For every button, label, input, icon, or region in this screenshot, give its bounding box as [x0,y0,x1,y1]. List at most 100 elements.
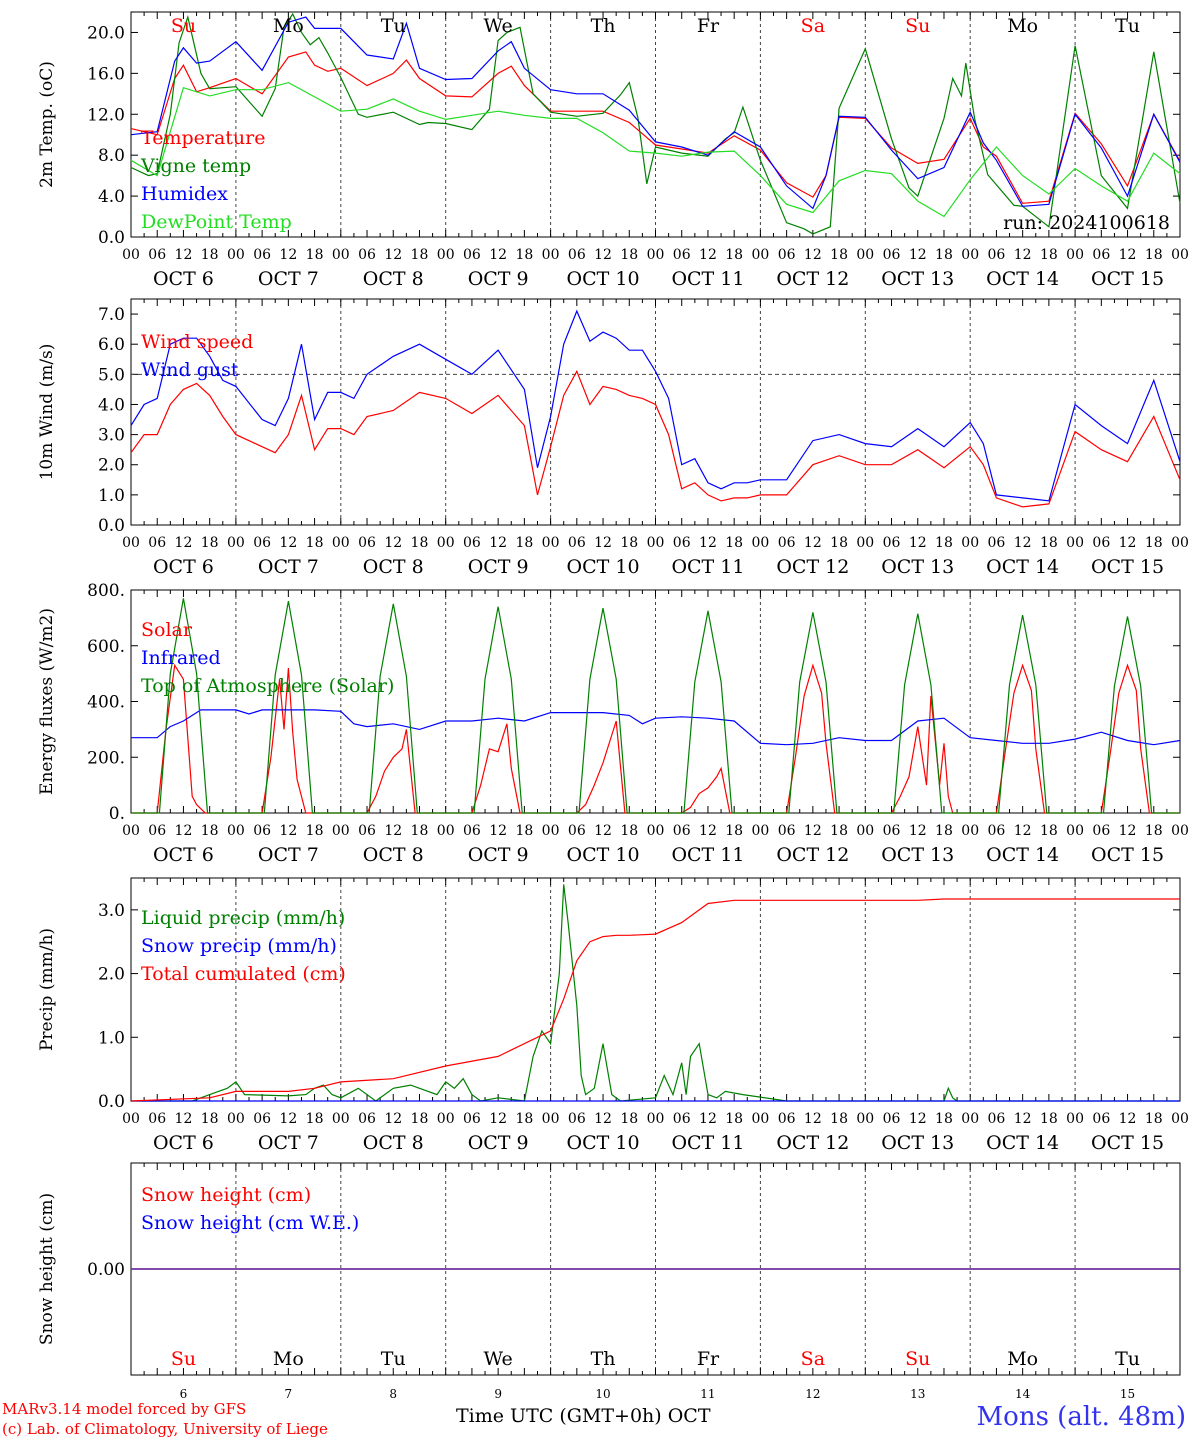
legend-entry: Snow height (cm) [141,1184,311,1206]
hour-label: 18 [411,247,429,263]
hour-label: 06 [568,823,586,839]
hour-label: 12 [699,823,717,839]
hour-label: 18 [306,535,324,551]
hour-label: 18 [1145,247,1163,263]
hour-label: 06 [883,535,901,551]
y-tick-label: 0. [109,804,125,824]
y-tick-label: 0.0 [98,516,125,536]
hour-label: 12 [384,535,402,551]
date-label: OCT 11 [671,556,744,578]
y-tick-label: 20.0 [87,23,125,43]
day-number-label: 13 [910,1387,925,1401]
series-line-temperature [130,51,1181,204]
hour-label: 18 [620,823,638,839]
legend-entry: Vigne temp [140,155,251,177]
hour-label: 18 [830,823,848,839]
series-line-wind-speed [130,369,1181,508]
hour-label: 06 [568,1111,586,1127]
y-tick-label: 3.0 [98,426,125,446]
legend-entry: Solar [141,619,193,641]
legend-entry: Total cumulated (cm) [141,963,346,985]
date-label: OCT 15 [1091,844,1164,866]
day-number-label: 7 [285,1387,293,1401]
hour-label: 18 [201,823,219,839]
date-label: OCT 14 [986,556,1059,578]
date-label: OCT 8 [363,844,424,866]
hour-label: 12 [384,823,402,839]
hour-label: 18 [935,823,953,839]
hour-label: 00 [122,535,140,551]
date-label: OCT 9 [468,1132,529,1154]
series-line-vigne-temp [130,12,1181,235]
hour-label: 06 [568,247,586,263]
hour-label: 06 [358,247,376,263]
hour-label: 00 [122,247,140,263]
hour-label: 18 [725,1111,743,1127]
weekday-label: Sa [801,15,825,37]
weekday-label: Su [905,15,930,37]
hour-label: 06 [358,1111,376,1127]
hour-label: 12 [804,823,822,839]
hour-label: 06 [988,247,1006,263]
date-label: OCT 13 [881,1132,954,1154]
hour-label: 18 [1145,535,1163,551]
hour-label: 00 [751,247,769,263]
hour-label: 18 [1145,1111,1163,1127]
hour-label: 12 [384,247,402,263]
hour-label: 00 [1066,823,1084,839]
hour-label: 06 [1092,535,1110,551]
hour-label: 06 [988,823,1006,839]
date-label: OCT 6 [153,556,214,578]
hour-label: 00 [961,1111,979,1127]
hour-label: 00 [332,535,350,551]
hour-label: 00 [856,247,874,263]
hour-label: 00 [751,1111,769,1127]
hour-label: 18 [1145,823,1163,839]
y-tick-label: 3.0 [98,901,125,921]
hour-label: 06 [988,1111,1006,1127]
hour-label: 00 [1066,535,1084,551]
hour-label: 12 [804,1111,822,1127]
day-number-label: 11 [700,1387,715,1401]
hour-label: 06 [463,1111,481,1127]
date-label: OCT 12 [776,268,849,290]
date-label: OCT 9 [468,556,529,578]
hour-label: 18 [830,535,848,551]
hour-label: 18 [201,247,219,263]
hour-label: 12 [489,1111,507,1127]
weekday-label: Tu [1115,15,1140,37]
date-label: OCT 14 [986,844,1059,866]
y-tick-label: 4.0 [98,395,125,415]
hour-label: 12 [489,535,507,551]
hour-label: 18 [935,535,953,551]
panel-precip [130,877,1181,1102]
hour-label: 00 [542,1111,560,1127]
date-label: OCT 13 [881,268,954,290]
hour-label: 00 [227,823,245,839]
hour-label: 18 [935,247,953,263]
y-tick-label: 200. [87,748,125,768]
panel-temperature [130,11,1181,238]
hour-label: 12 [909,535,927,551]
y-axis-label: Precip (mm/h) [37,928,57,1051]
hour-label: 00 [437,823,455,839]
hour-label: 00 [437,1111,455,1127]
weekday-label: Mo [1007,1348,1038,1370]
hour-label: 18 [830,247,848,263]
hour-label: 12 [1119,823,1137,839]
hour-label: 18 [725,247,743,263]
y-axis-label: Snow height (cm) [37,1193,57,1345]
weekday-label: Mo [1007,15,1038,37]
panel-wind [130,298,1181,526]
hour-label: 00 [647,247,665,263]
hour-label: 00 [1171,535,1189,551]
date-label: OCT 8 [363,1132,424,1154]
hour-label: 18 [515,1111,533,1127]
weekday-label: Su [905,1348,930,1370]
date-label: OCT 10 [567,556,640,578]
y-tick-label: 4.0 [98,187,125,207]
hour-label: 00 [542,823,560,839]
hour-label: 18 [411,1111,429,1127]
day-number-label: 10 [595,1387,610,1401]
